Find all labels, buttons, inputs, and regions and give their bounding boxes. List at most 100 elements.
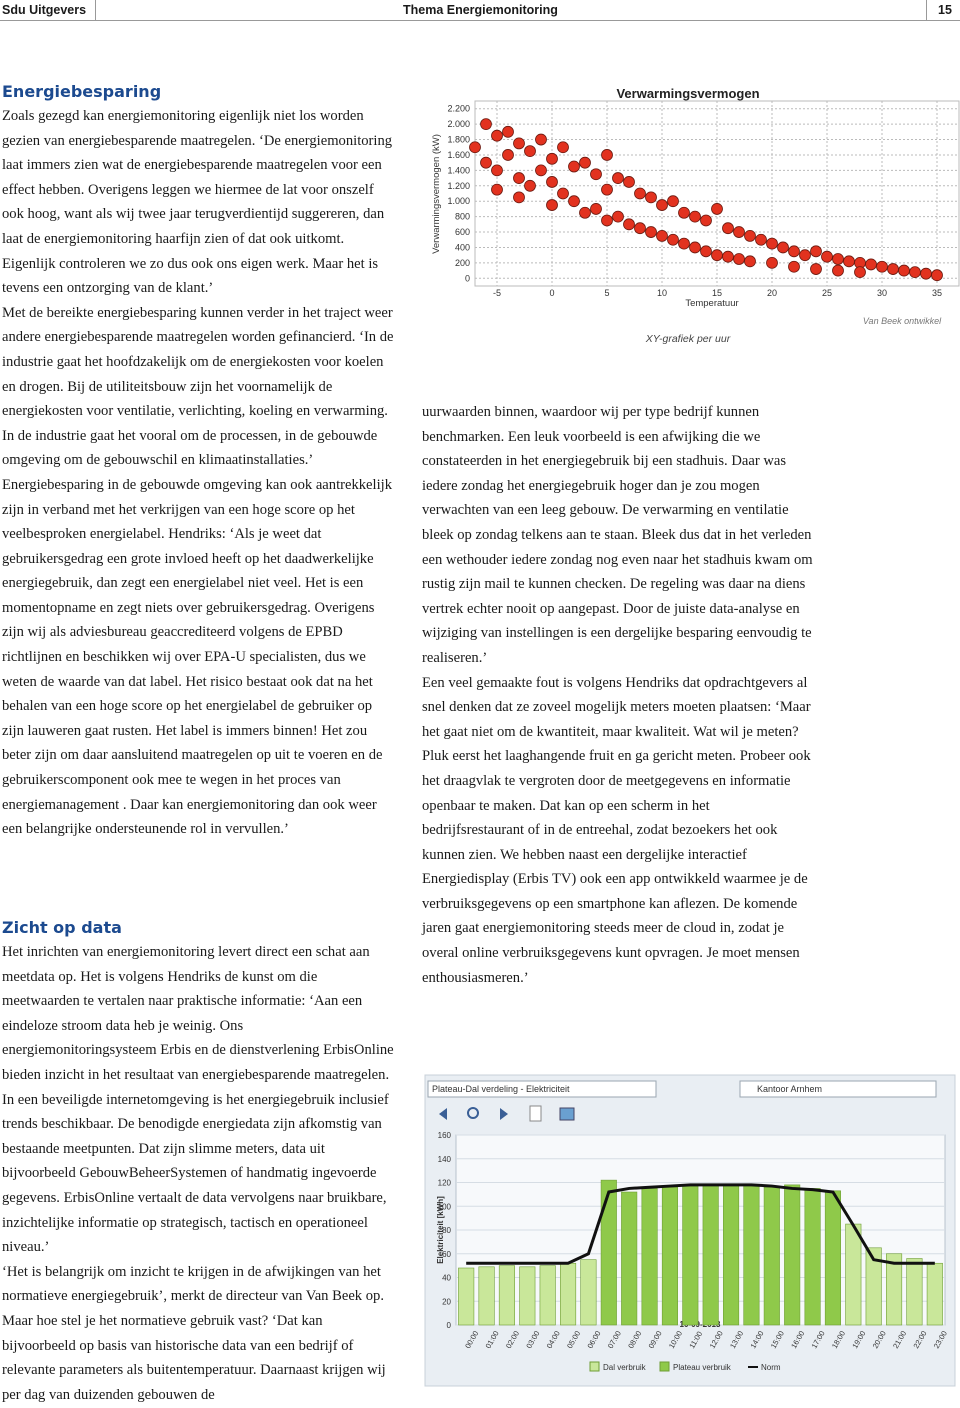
- scatter-point: [469, 141, 481, 154]
- x-axis-label: Temperatuur: [685, 298, 738, 309]
- scatter-point: [832, 253, 844, 265]
- paragraph: ‘Het is belangrijk om inzicht te krijgen…: [2, 1263, 386, 1403]
- y-tick-label: 60: [442, 1250, 451, 1259]
- scatter-point: [722, 250, 734, 263]
- x-tick-label: 17:00: [810, 1329, 827, 1350]
- chart-title: Verwarmingsvermogen: [616, 86, 759, 101]
- plot-area: [455, 1134, 946, 1326]
- credit: Van Beek ontwikkel: [863, 316, 942, 326]
- y-axis-label: Verwarmingsvermogen (kW): [431, 134, 442, 254]
- forward-icon[interactable]: [500, 1108, 508, 1120]
- scatter-point: [678, 206, 690, 219]
- legend-label: Dal verbruik: [603, 1363, 647, 1372]
- scatter-point: [612, 210, 624, 223]
- bar: [743, 1184, 760, 1326]
- scatter-point: [546, 152, 558, 165]
- x-tick-label: 20: [767, 288, 777, 298]
- scatter-point: [601, 149, 613, 161]
- scatter-point: [766, 256, 778, 269]
- heading: Zicht op data: [2, 918, 122, 937]
- heading: Energiebesparing: [2, 82, 162, 101]
- scatter-point: [546, 199, 558, 211]
- scatter-point: [491, 164, 503, 177]
- x-tick-label: 05:00: [565, 1329, 582, 1350]
- bar: [824, 1190, 841, 1326]
- x-tick-label: 01:00: [484, 1329, 501, 1350]
- y-axis-label: Elektriciteit [kWh]: [436, 1196, 445, 1264]
- y-tick-label: 1.600: [447, 150, 470, 160]
- scatter-point: [491, 129, 503, 142]
- y-tick-label: 2.200: [447, 104, 470, 114]
- norm-line: [466, 1183, 935, 1265]
- scatter-point: [546, 176, 558, 188]
- scatter-point: [777, 241, 789, 254]
- y-tick-label: 20: [442, 1297, 451, 1306]
- scatter-point: [601, 214, 613, 227]
- bar: [702, 1184, 719, 1326]
- scatter-point: [909, 266, 921, 279]
- scatter-point: [667, 195, 679, 208]
- divider: [95, 0, 96, 20]
- y-tick-label: 2.000: [447, 119, 470, 129]
- scatter-point: [656, 229, 668, 242]
- scatter-point: [480, 118, 492, 131]
- page-icon[interactable]: [529, 1105, 542, 1122]
- legend-swatch: [589, 1361, 600, 1372]
- section-title: Thema Energiemonitoring: [403, 3, 558, 17]
- scatter-point: [733, 253, 745, 265]
- y-tick-label: 160: [438, 1131, 452, 1140]
- bar: [580, 1259, 597, 1326]
- publisher: Sdu Uitgevers: [2, 3, 87, 17]
- paragraph: uurwaarden binnen, waardoor wij per type…: [422, 404, 813, 666]
- x-tick-label: 07:00: [606, 1329, 623, 1350]
- scatter-point: [601, 183, 613, 196]
- scatter-point: [645, 226, 657, 238]
- x-tick-label: 15: [712, 288, 722, 298]
- x-tick-label: 02:00: [504, 1329, 521, 1350]
- scatter-point: [557, 141, 569, 154]
- scatter-point: [887, 263, 899, 275]
- scatter-point: [590, 203, 602, 215]
- x-tick-label: 25: [822, 288, 832, 298]
- bar: [682, 1185, 699, 1326]
- bar: [845, 1223, 862, 1326]
- export-icon[interactable]: [559, 1107, 575, 1121]
- bar: [886, 1253, 903, 1326]
- paragraph: Energiebesparing in de gebouwde omgeving…: [2, 476, 392, 838]
- zoom-icon[interactable]: [467, 1107, 479, 1119]
- scatter-point: [711, 203, 723, 215]
- x-tick-label: 06:00: [585, 1329, 602, 1350]
- bar: [560, 1262, 577, 1326]
- dropdown[interactable]: [739, 1080, 937, 1098]
- x-tick-label: 14:00: [748, 1329, 765, 1350]
- x-tick-label: 21:00: [891, 1329, 908, 1350]
- back-icon[interactable]: [439, 1108, 447, 1120]
- y-tick-label: 1.200: [447, 181, 470, 191]
- scatter-point: [557, 187, 569, 200]
- scatter-point: [535, 133, 547, 146]
- bar: [641, 1188, 658, 1326]
- scatter-point: [645, 191, 657, 204]
- scatter-point: [788, 260, 800, 273]
- page-number: 15: [938, 3, 952, 17]
- x-tick-label: 13:00: [728, 1329, 745, 1350]
- y-tick-label: 400: [455, 242, 470, 252]
- scatter-point: [700, 245, 712, 258]
- scatter-point: [733, 226, 745, 238]
- bar: [539, 1265, 556, 1326]
- paragraph: Zoals gezegd kan energiemonitoring eigen…: [2, 108, 393, 297]
- right-column: uurwaarden binnen, waardoor wij per type…: [422, 400, 814, 990]
- caption: XY-grafiek per uur: [645, 333, 731, 345]
- x-tick-label: 04:00: [545, 1329, 562, 1350]
- header-rule: [0, 20, 960, 21]
- scatter-point: [612, 172, 624, 184]
- bar: [600, 1179, 617, 1326]
- scatter-point: [568, 160, 580, 173]
- scatter-point: [623, 218, 635, 231]
- scatter-point: [579, 206, 591, 219]
- left-column-bottom: Zicht op data Het inrichten van energiem…: [2, 916, 394, 1407]
- scatter-point: [898, 264, 910, 277]
- x-tick-label: 11:00: [687, 1330, 704, 1350]
- legend-swatch: [659, 1361, 670, 1372]
- dropdown[interactable]: [427, 1080, 657, 1098]
